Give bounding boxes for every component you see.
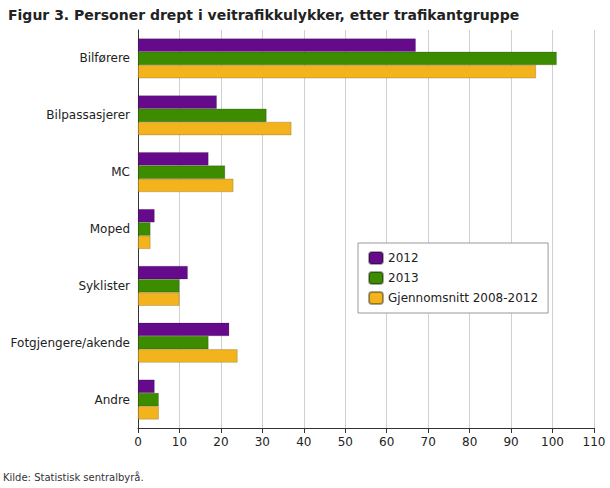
svg-text:100: 100 — [541, 435, 564, 449]
svg-text:50: 50 — [338, 435, 353, 449]
svg-text:80: 80 — [462, 435, 477, 449]
svg-text:20: 20 — [213, 435, 228, 449]
svg-text:30: 30 — [255, 435, 270, 449]
svg-text:Bilpassasjerer: Bilpassasjerer — [46, 108, 130, 122]
svg-text:2013: 2013 — [388, 271, 419, 285]
svg-text:Fotgjengere/akende: Fotgjengere/akende — [11, 336, 130, 350]
svg-text:40: 40 — [296, 435, 311, 449]
svg-text:110: 110 — [583, 435, 606, 449]
svg-text:60: 60 — [379, 435, 394, 449]
svg-text:70: 70 — [421, 435, 436, 449]
svg-text:10: 10 — [172, 435, 187, 449]
svg-text:MC: MC — [111, 165, 130, 179]
svg-text:Figur 3. Personer drept i veit: Figur 3. Personer drept i veitrafikkulyk… — [8, 7, 519, 23]
svg-text:0: 0 — [134, 435, 142, 449]
svg-text:Kilde: Statistisk sentralbyrå.: Kilde: Statistisk sentralbyrå. — [3, 471, 144, 483]
svg-text:2012: 2012 — [388, 251, 419, 265]
svg-text:Syklister: Syklister — [78, 279, 130, 293]
svg-text:90: 90 — [503, 435, 518, 449]
svg-text:Bilførere: Bilførere — [79, 51, 130, 65]
svg-text:Andre: Andre — [95, 393, 130, 407]
svg-text:Gjennomsnitt 2008-2012: Gjennomsnitt 2008-2012 — [388, 291, 538, 305]
svg-text:Moped: Moped — [90, 222, 130, 236]
